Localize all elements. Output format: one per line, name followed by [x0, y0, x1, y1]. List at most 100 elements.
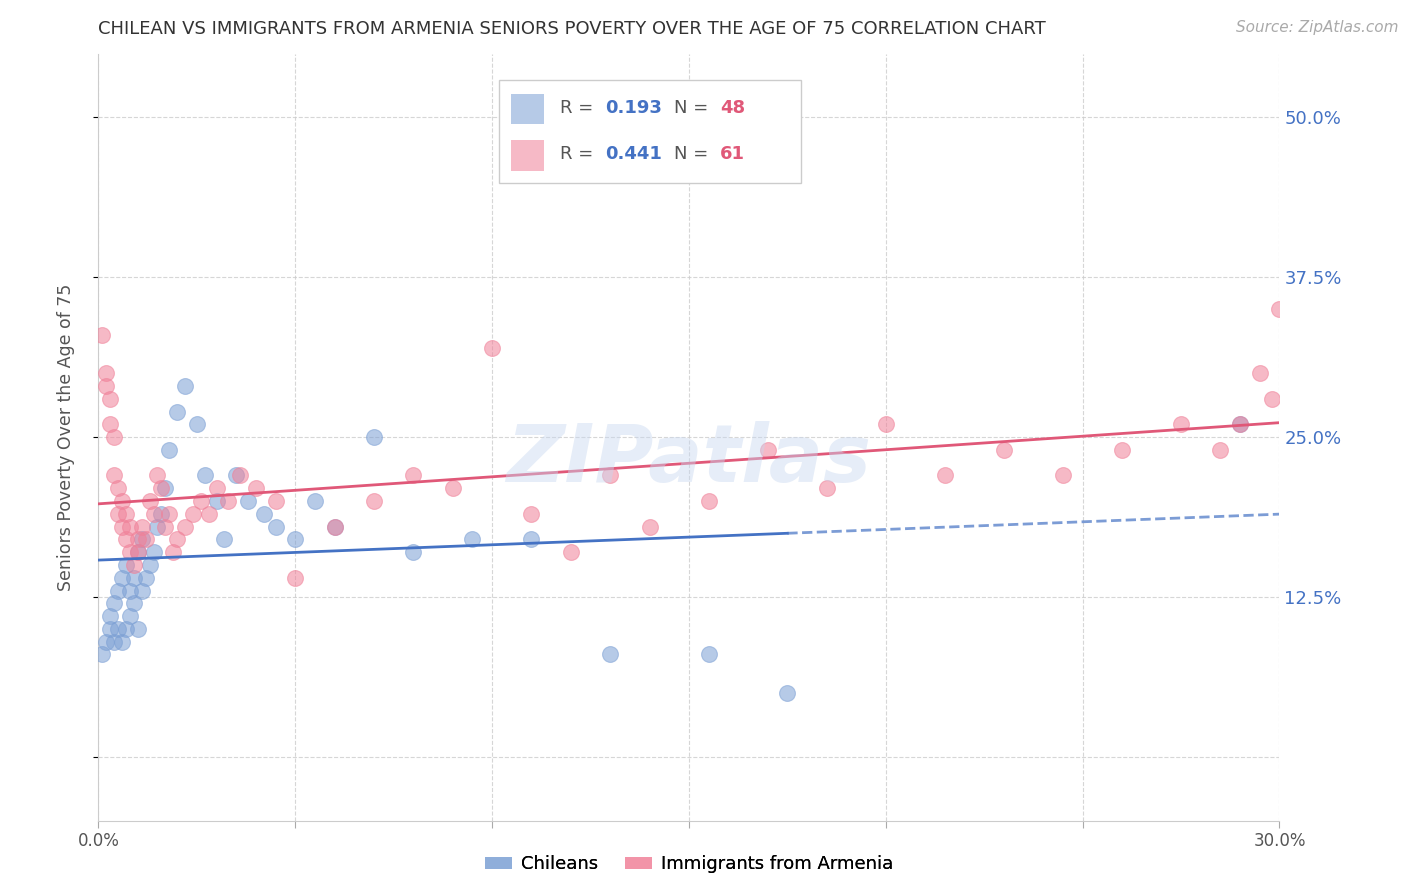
Point — [1111, 442, 1133, 457]
Text: CHILEAN VS IMMIGRANTS FROM ARMENIA SENIORS POVERTY OVER THE AGE OF 75 CORRELATIO: CHILEAN VS IMMIGRANTS FROM ARMENIA SENIO… — [98, 21, 1046, 38]
Point — [115, 533, 138, 547]
Point — [103, 596, 125, 610]
Point — [1268, 302, 1291, 317]
Point — [205, 481, 228, 495]
Point — [934, 468, 956, 483]
Point — [107, 481, 129, 495]
Point — [1229, 417, 1251, 432]
Point — [697, 648, 720, 662]
Point — [481, 341, 503, 355]
Point — [253, 507, 276, 521]
Point — [323, 519, 346, 533]
Point — [127, 622, 149, 636]
Text: Source: ZipAtlas.com: Source: ZipAtlas.com — [1236, 20, 1399, 35]
Text: ZIPatlas: ZIPatlas — [506, 421, 872, 500]
Point — [142, 545, 165, 559]
Point — [157, 442, 180, 457]
Point — [186, 417, 208, 432]
Point — [194, 468, 217, 483]
Point — [131, 533, 153, 547]
Point — [118, 583, 141, 598]
Point — [205, 494, 228, 508]
Point — [98, 622, 121, 636]
Text: 61: 61 — [720, 145, 745, 163]
Point — [115, 558, 138, 572]
Point — [91, 648, 114, 662]
Text: 0.441: 0.441 — [605, 145, 662, 163]
Point — [225, 468, 247, 483]
Point — [363, 494, 385, 508]
Point — [122, 571, 145, 585]
Text: R =: R = — [560, 99, 599, 117]
Point — [190, 494, 212, 508]
Point — [98, 609, 121, 624]
Point — [284, 571, 307, 585]
Point — [166, 404, 188, 418]
Text: N =: N = — [675, 99, 714, 117]
Point — [697, 494, 720, 508]
Point — [1249, 366, 1271, 380]
Point — [127, 533, 149, 547]
Point — [1170, 417, 1192, 432]
Point — [229, 468, 252, 483]
Point — [402, 468, 425, 483]
Point — [146, 468, 169, 483]
Point — [197, 507, 219, 521]
Point — [174, 379, 197, 393]
Point — [111, 634, 134, 648]
Point — [214, 533, 236, 547]
Text: N =: N = — [675, 145, 714, 163]
Point — [1229, 417, 1251, 432]
Point — [96, 366, 118, 380]
Point — [875, 417, 897, 432]
Point — [107, 583, 129, 598]
Point — [150, 481, 173, 495]
Point — [560, 545, 582, 559]
Point — [118, 519, 141, 533]
Point — [284, 533, 307, 547]
Point — [323, 519, 346, 533]
Point — [264, 519, 287, 533]
Point — [776, 686, 799, 700]
Point — [162, 545, 184, 559]
Point — [815, 481, 838, 495]
Point — [111, 571, 134, 585]
Point — [122, 596, 145, 610]
Bar — [512, 94, 544, 124]
Point — [441, 481, 464, 495]
Point — [142, 507, 165, 521]
Point — [756, 442, 779, 457]
Legend: Chileans, Immigrants from Armenia: Chileans, Immigrants from Armenia — [478, 848, 900, 880]
Point — [107, 622, 129, 636]
Point — [217, 494, 239, 508]
Point — [264, 494, 287, 508]
Point — [599, 648, 621, 662]
Point — [181, 507, 204, 521]
Point — [363, 430, 385, 444]
Point — [91, 327, 114, 342]
Point — [1260, 392, 1282, 406]
Point — [155, 519, 177, 533]
Point — [638, 519, 661, 533]
Point — [1052, 468, 1074, 483]
Point — [599, 468, 621, 483]
Text: 48: 48 — [720, 99, 745, 117]
Point — [135, 571, 157, 585]
Point — [461, 533, 484, 547]
Point — [1209, 442, 1232, 457]
Point — [157, 507, 180, 521]
Point — [155, 481, 177, 495]
Bar — [512, 140, 544, 170]
Point — [166, 533, 188, 547]
Point — [118, 545, 141, 559]
Point — [98, 417, 121, 432]
Point — [103, 430, 125, 444]
Point — [131, 519, 153, 533]
Text: 0.193: 0.193 — [605, 99, 662, 117]
Point — [122, 558, 145, 572]
Point — [402, 545, 425, 559]
Point — [520, 533, 543, 547]
Point — [127, 545, 149, 559]
Y-axis label: Seniors Poverty Over the Age of 75: Seniors Poverty Over the Age of 75 — [56, 284, 75, 591]
Point — [135, 533, 157, 547]
